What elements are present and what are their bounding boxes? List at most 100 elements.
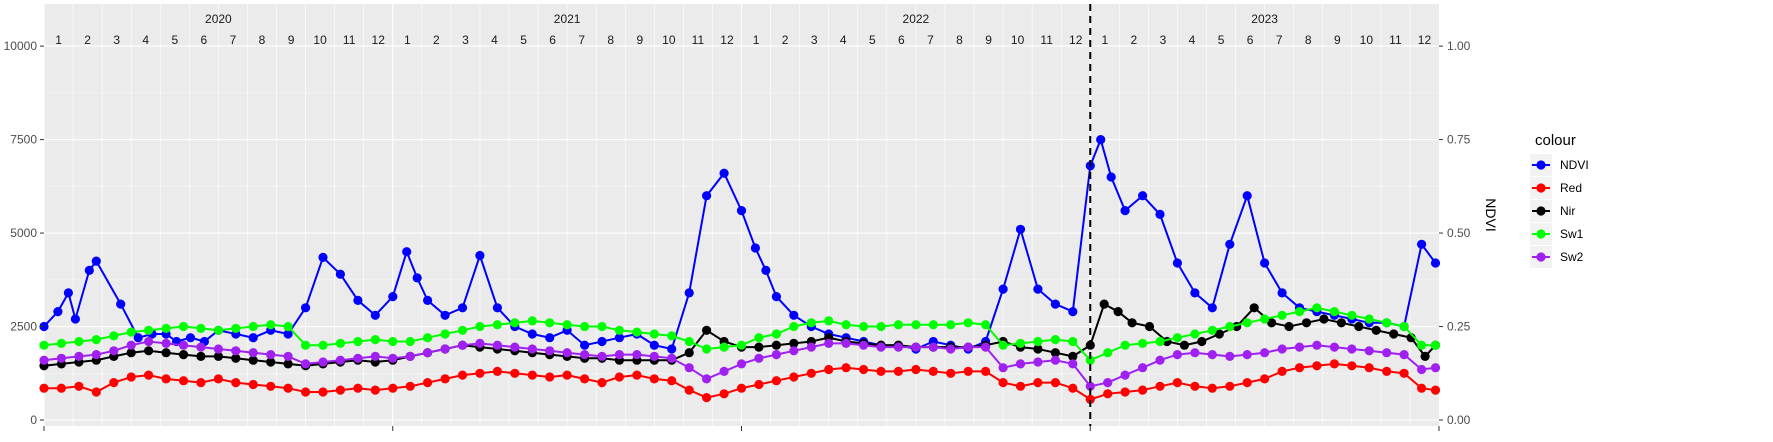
point-sw1-73	[1312, 303, 1322, 313]
point-sw2-26	[492, 340, 502, 350]
point-sw2-17	[335, 355, 345, 365]
point-sw2-43	[789, 346, 799, 356]
series-sw1	[39, 303, 1441, 365]
point-red-78	[1399, 368, 1409, 378]
point-sw1-48	[876, 321, 886, 332]
point-red-3	[91, 387, 101, 397]
month-label-2021-4: 4	[491, 33, 498, 47]
point-nir-7	[161, 348, 171, 358]
legend-key-point-sw1	[1536, 229, 1546, 239]
point-nir-14	[283, 359, 293, 369]
point-red-70	[1260, 374, 1270, 384]
point-sw1-77	[1382, 318, 1392, 328]
point-red-6	[144, 370, 154, 380]
point-sw2-38	[702, 374, 712, 384]
point-red-74	[1329, 359, 1339, 369]
point-sw1-15	[301, 340, 311, 350]
legend-label-nir: Nir	[1560, 204, 1575, 218]
year-label-2021: 2021	[554, 12, 581, 26]
point-sw1-72	[1294, 307, 1305, 317]
point-ndvi-68	[1120, 206, 1130, 216]
point-sw2-59	[1068, 359, 1078, 369]
point-red-52	[946, 368, 956, 378]
point-sw2-42	[771, 350, 782, 360]
point-ndvi-74	[1225, 239, 1235, 249]
point-sw1-41	[754, 333, 764, 343]
point-sw2-60	[1085, 381, 1095, 391]
point-sw2-66	[1190, 348, 1200, 358]
point-sw2-61	[1103, 378, 1113, 388]
point-nir-71	[1267, 318, 1277, 328]
point-sw2-55	[998, 363, 1008, 373]
legend-label-ndvi: NDVI	[1560, 158, 1589, 172]
point-ndvi-26	[423, 295, 433, 305]
point-sw1-32	[597, 321, 607, 332]
month-label-2022-12: 12	[1069, 33, 1083, 47]
point-red-14	[283, 383, 293, 393]
point-sw1-28	[527, 316, 537, 326]
point-ndvi-22	[370, 310, 380, 320]
point-sw1-53	[963, 318, 973, 328]
month-label-2023-1: 1	[1101, 33, 1108, 47]
point-sw2-34	[632, 350, 642, 360]
point-red-62	[1120, 387, 1130, 397]
point-red-26	[492, 366, 502, 376]
point-sw2-48	[876, 342, 886, 352]
point-sw1-75	[1347, 310, 1357, 320]
point-nir-66	[1179, 340, 1189, 350]
month-label-2022-8: 8	[956, 33, 963, 47]
point-sw1-38	[702, 344, 712, 354]
point-ndvi-70	[1155, 209, 1165, 219]
point-sw2-72	[1294, 342, 1305, 352]
point-ndvi-4	[84, 265, 94, 275]
point-nir-59	[1068, 351, 1078, 361]
point-nir-63	[1127, 318, 1137, 328]
point-sw2-78	[1399, 350, 1409, 360]
point-sw2-18	[353, 353, 363, 363]
point-sw1-60	[1085, 355, 1095, 365]
series-line-nir	[43, 302, 1437, 367]
point-red-34	[632, 370, 642, 380]
point-red-67	[1207, 383, 1217, 393]
point-nir-77	[1371, 325, 1381, 335]
point-sw2-19	[370, 351, 380, 361]
point-sw1-58	[1050, 335, 1060, 345]
point-sw1-43	[789, 321, 799, 332]
month-label-2022-11: 11	[1040, 33, 1053, 47]
point-ndvi-29	[475, 250, 485, 261]
point-red-63	[1138, 385, 1148, 395]
point-nir-80	[1420, 351, 1430, 361]
point-red-50	[911, 364, 921, 375]
point-ndvi-46	[761, 265, 771, 275]
point-ndvi-20	[335, 269, 345, 279]
point-sw2-46	[841, 338, 851, 348]
point-ndvi-41	[684, 288, 694, 298]
point-sw2-63	[1138, 363, 1148, 373]
point-red-49	[893, 366, 904, 376]
point-sw2-7	[161, 338, 171, 348]
point-red-42	[771, 376, 782, 386]
point-sw1-69	[1242, 318, 1252, 328]
point-nir-76	[1354, 321, 1364, 332]
point-sw2-65	[1172, 350, 1182, 360]
point-red-72	[1294, 363, 1305, 373]
point-red-11	[231, 378, 241, 388]
point-sw1-35	[649, 329, 659, 339]
point-ndvi-47	[771, 292, 782, 302]
point-sw1-16	[318, 340, 328, 350]
point-sw1-6	[144, 325, 154, 335]
point-nir-38	[702, 325, 712, 335]
point-red-24	[457, 370, 468, 380]
point-sw2-64	[1155, 355, 1165, 365]
month-label-2023-4: 4	[1189, 33, 1196, 47]
month-label-2021-7: 7	[578, 33, 585, 47]
point-sw1-8	[178, 321, 189, 332]
point-nir-67	[1197, 336, 1207, 347]
point-ndvi-7	[133, 333, 143, 343]
point-sw2-36	[667, 353, 677, 363]
point-sw2-77	[1382, 348, 1392, 358]
point-red-31	[580, 374, 590, 384]
point-sw2-62	[1120, 370, 1130, 380]
point-red-60	[1085, 394, 1095, 404]
